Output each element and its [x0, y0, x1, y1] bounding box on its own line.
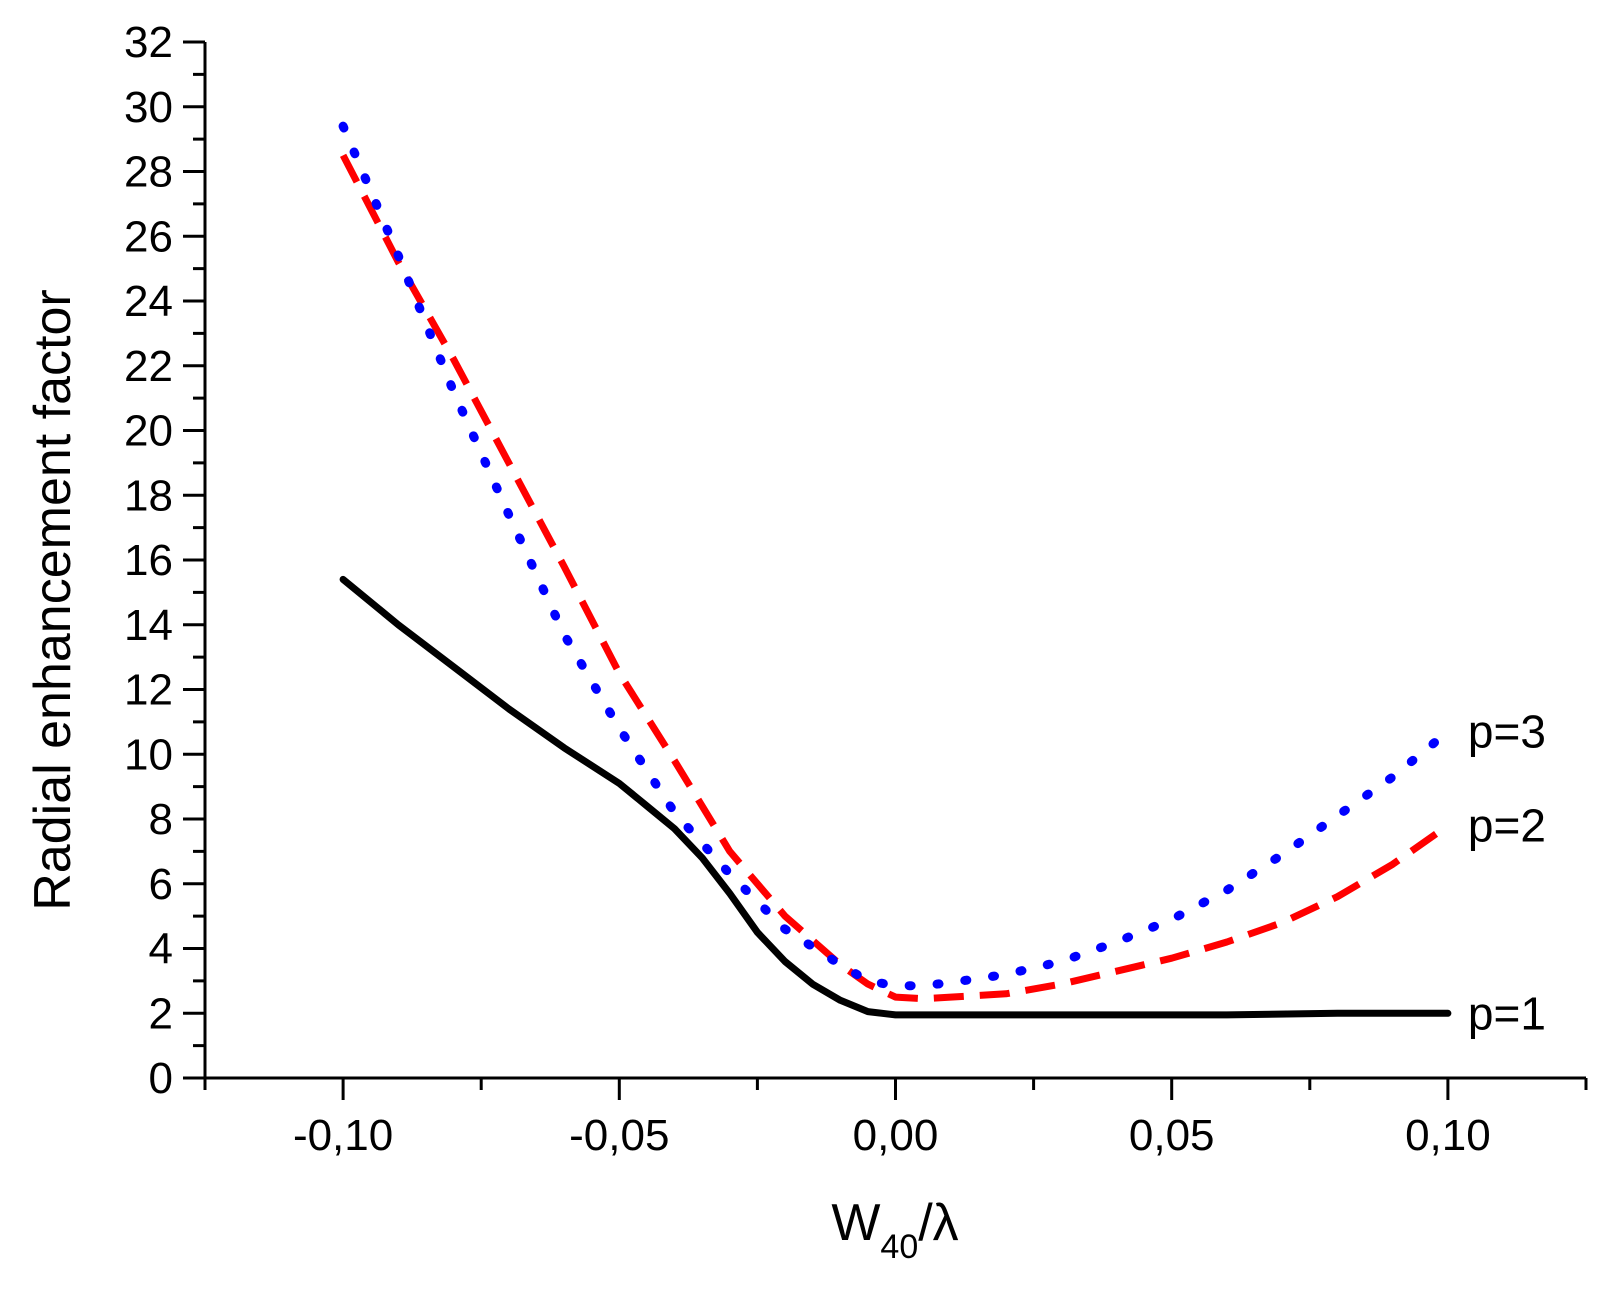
y-tick-label: 26 — [124, 212, 173, 261]
x-tick-label: 0,10 — [1405, 1111, 1491, 1160]
y-tick-label: 22 — [124, 342, 173, 391]
y-tick-label: 12 — [124, 666, 173, 715]
series-label-p3: p=3 — [1468, 706, 1546, 758]
x-axis-title-main: W — [831, 1194, 880, 1252]
y-tick-label: 2 — [149, 989, 173, 1038]
y-tick-label: 4 — [149, 925, 173, 974]
x-axis-title: W40/λ — [831, 1194, 958, 1266]
x-axis-title-subscript: 40 — [880, 1228, 918, 1266]
series-label-p2: p=2 — [1468, 799, 1546, 851]
x-axis-title-tail: /λ — [918, 1194, 958, 1252]
series-line-p2 — [339, 153, 1450, 1003]
x-tick-label: 0,00 — [853, 1111, 939, 1160]
y-tick-label: 30 — [124, 83, 173, 132]
y-tick-label: 28 — [124, 148, 173, 197]
x-ticks: -0,10 -0,05 0,00 0,05 0,10 — [203, 1078, 1588, 1160]
y-tick-label: 24 — [124, 277, 173, 326]
y-tick-label: 16 — [124, 536, 173, 585]
x-tick-label: -0,10 — [293, 1111, 393, 1160]
series-line-p1 — [339, 575, 1452, 1019]
y-axis-title: Radial enhancement factor — [24, 289, 82, 911]
series-label-p1: p=1 — [1468, 987, 1546, 1039]
x-tick-label: -0,05 — [569, 1111, 669, 1160]
x-tick-label: 0,05 — [1129, 1111, 1215, 1160]
series-labels: p=1 p=2 p=3 — [1468, 706, 1546, 1040]
chart-axes — [203, 42, 1586, 1080]
series-layer — [338, 121, 1453, 1019]
y-tick-label: 10 — [124, 730, 173, 779]
y-tick-label: 20 — [124, 407, 173, 456]
y-tick-label: 14 — [124, 601, 173, 650]
y-tick-label: 0 — [149, 1054, 173, 1103]
y-tick-label: 6 — [149, 860, 173, 909]
series-line-p3 — [338, 121, 1453, 991]
y-tick-label: 8 — [149, 795, 173, 844]
y-tick-label: 18 — [124, 471, 173, 520]
y-tick-label: 32 — [124, 18, 173, 67]
